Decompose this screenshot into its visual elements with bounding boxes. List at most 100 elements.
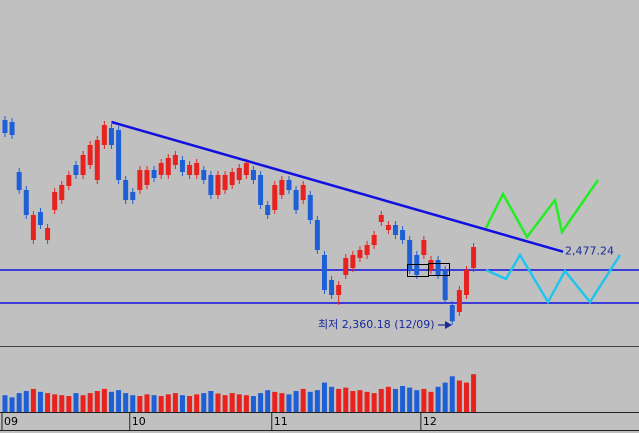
- annotation-arrowhead: [445, 321, 452, 329]
- candle-body: [23, 190, 29, 215]
- candle-body: [258, 175, 264, 205]
- volume-bar: [30, 388, 36, 412]
- candle-body: [158, 163, 164, 175]
- volume-bar: [165, 394, 171, 412]
- candle-body: [66, 175, 72, 186]
- candle-body: [456, 290, 462, 312]
- volume-bar: [449, 376, 455, 412]
- candle-body: [215, 175, 221, 195]
- volume-bar: [293, 391, 299, 412]
- volume-bar: [385, 386, 391, 412]
- trend-line: [111, 120, 564, 253]
- box-marker: [428, 263, 450, 276]
- volume-bar: [421, 388, 427, 412]
- volume-bar: [229, 393, 235, 412]
- volume-bar: [59, 395, 65, 412]
- volume-bar: [471, 374, 477, 412]
- candle-body: [435, 260, 441, 275]
- volume-bar: [314, 390, 320, 412]
- candle-body: [442, 270, 448, 300]
- volume-bar: [286, 394, 292, 412]
- candle-body: [329, 280, 335, 295]
- candle-body: [30, 215, 36, 240]
- volume-bar: [158, 396, 164, 412]
- candle-body: [336, 285, 342, 295]
- candle-body: [94, 140, 100, 180]
- candle-body: [392, 225, 398, 235]
- volume-bar: [151, 395, 157, 412]
- candle-body: [208, 175, 214, 195]
- volume-bar: [279, 393, 285, 412]
- volume-bar: [123, 393, 129, 412]
- scenario-down: [485, 252, 622, 305]
- candle-body: [52, 192, 58, 210]
- candle-body: [194, 163, 200, 175]
- volume-bar: [336, 388, 342, 412]
- volume-bar: [258, 393, 264, 412]
- volume-bar: [137, 396, 143, 412]
- candle-body: [179, 160, 185, 172]
- volume-bar: [144, 394, 150, 412]
- volume-bar: [45, 393, 51, 412]
- candle-body: [300, 185, 306, 200]
- volume-bar: [463, 382, 469, 412]
- candle-body: [236, 168, 242, 180]
- candle-body: [108, 128, 114, 145]
- volume-bar: [250, 396, 256, 412]
- candle-body: [471, 247, 477, 268]
- volume-bar: [329, 386, 335, 412]
- volume-bar: [392, 388, 398, 412]
- candle-body: [101, 125, 107, 145]
- candle-body: [400, 230, 406, 240]
- volume-bar: [179, 395, 185, 412]
- candle-body: [350, 255, 356, 268]
- volume-bar: [94, 391, 100, 412]
- candle-body: [2, 120, 8, 133]
- volume-bar: [80, 395, 86, 412]
- candle-body: [364, 245, 370, 255]
- marks: 09 10 11 12 2,477.24: [0, 116, 639, 430]
- volume-bar: [108, 391, 114, 412]
- volume-bar: [37, 391, 43, 412]
- candle-body: [59, 185, 65, 200]
- x-tick-label: 12: [423, 415, 437, 428]
- volume-bar: [201, 393, 207, 412]
- candle-body: [9, 122, 15, 135]
- candle-body: [385, 225, 391, 230]
- volume-bar: [307, 391, 313, 412]
- candle-body: [130, 192, 136, 200]
- volume-bar: [414, 390, 420, 412]
- volume-bar: [222, 395, 228, 412]
- candle-body: [116, 130, 122, 180]
- candle-body: [463, 270, 469, 295]
- volume-bar: [243, 395, 249, 412]
- candle-body: [243, 163, 249, 175]
- volume-bar: [357, 390, 363, 412]
- volume-bar: [130, 395, 136, 412]
- candle-body: [428, 260, 434, 270]
- candle-body: [37, 212, 43, 225]
- candle-body: [45, 228, 51, 240]
- candle-body: [172, 155, 178, 165]
- candle-body: [407, 240, 413, 270]
- volume-bar: [23, 391, 29, 412]
- candle-body: [165, 158, 171, 175]
- candle-body: [87, 145, 93, 165]
- candle-body: [371, 235, 377, 245]
- volume-bar: [371, 393, 377, 412]
- volume-bar: [87, 393, 93, 412]
- candle-body: [187, 165, 193, 175]
- candle-body: [123, 180, 129, 200]
- low-annotation: 최저 2,360.18 (12/09): [318, 318, 435, 331]
- volume-bar: [116, 390, 122, 412]
- volume-bar: [272, 391, 278, 412]
- volume-bar: [400, 385, 406, 412]
- candle-body: [357, 250, 363, 258]
- volume-bar: [378, 388, 384, 412]
- candle-body: [265, 205, 271, 215]
- candle-body: [449, 305, 455, 322]
- candle-body: [272, 185, 278, 210]
- candle-body: [307, 195, 313, 220]
